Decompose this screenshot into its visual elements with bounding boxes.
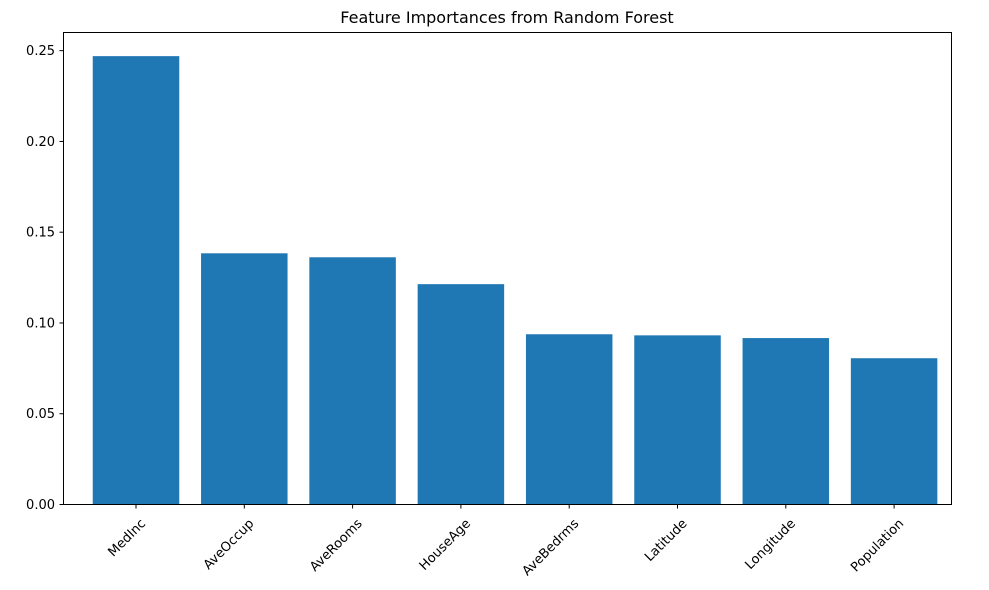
x-tick-label-houseage: HouseAge xyxy=(417,516,474,573)
bar-longitude xyxy=(742,338,830,504)
x-tick-label-longitude: Longitude xyxy=(743,516,799,572)
bar-houseage xyxy=(417,284,505,504)
x-tick-label-latitude: Latitude xyxy=(642,516,690,564)
bar-latitude xyxy=(634,335,721,504)
bar-aveoccup xyxy=(201,253,288,504)
bar-medinc xyxy=(92,56,180,504)
x-tick-label-population: Population xyxy=(848,516,907,575)
bar-averooms xyxy=(309,257,396,504)
x-tick-label-aveoccup: AveOccup xyxy=(201,516,257,572)
x-tick-label-averooms: AveRooms xyxy=(307,516,366,575)
y-tick-label: 0.05 xyxy=(26,407,55,422)
y-tick-label: 0.15 xyxy=(26,226,55,241)
bar-avebedrms xyxy=(525,334,613,504)
x-axis: MedInc AveOccup AveRooms HouseAge AveBedrms L… xyxy=(105,504,907,579)
x-tick-label-medinc: MedInc xyxy=(105,516,149,560)
y-tick-label: 0.20 xyxy=(26,135,55,150)
y-tick-label: 0.00 xyxy=(26,498,55,513)
y-axis: 0.00 0.05 0.10 0.15 0.20 0.25 xyxy=(26,44,64,513)
y-tick-label: 0.25 xyxy=(26,44,55,59)
plot-frame xyxy=(63,32,952,505)
chart-title: Feature Importances from Random Forest xyxy=(340,8,673,27)
x-tick-label-avebedrms: AveBedrms xyxy=(520,516,583,579)
bars-group xyxy=(92,56,938,504)
bar-population xyxy=(850,358,938,504)
y-tick-label: 0.10 xyxy=(26,316,55,331)
